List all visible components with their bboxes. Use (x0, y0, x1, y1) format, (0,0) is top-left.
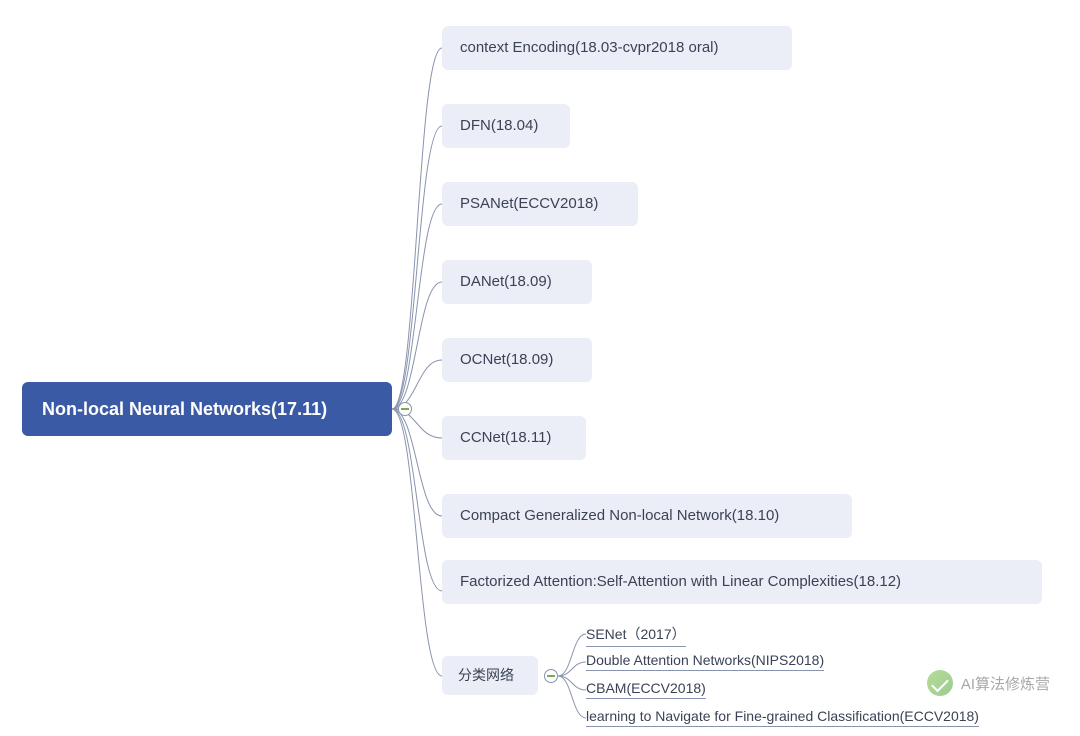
child-node[interactable]: OCNet(18.09) (442, 338, 592, 382)
collapse-toggle-icon[interactable] (398, 402, 412, 416)
leaf-node[interactable]: learning to Navigate for Fine-grained Cl… (586, 708, 979, 727)
collapse-toggle-icon[interactable] (544, 669, 558, 683)
child-label: OCNet(18.09) (460, 351, 553, 368)
root-node[interactable]: Non-local Neural Networks(17.11) (22, 382, 392, 436)
root-label: Non-local Neural Networks(17.11) (42, 399, 327, 420)
child-label: Factorized Attention:Self-Attention with… (460, 573, 901, 590)
child-node[interactable]: Factorized Attention:Self-Attention with… (442, 560, 1042, 604)
child-label: Compact Generalized Non-local Network(18… (460, 507, 779, 524)
leaf-node[interactable]: CBAM(ECCV2018) (586, 680, 706, 699)
child-node[interactable]: Compact Generalized Non-local Network(18… (442, 494, 852, 538)
watermark-text: AI算法修炼营 (961, 673, 1050, 694)
child-node[interactable]: CCNet(18.11) (442, 416, 586, 460)
watermark: AI算法修炼营 (927, 670, 1050, 696)
child-label: context Encoding(18.03-cvpr2018 oral) (460, 39, 719, 56)
child-node[interactable]: DANet(18.09) (442, 260, 592, 304)
child-node[interactable]: 分类网络 (442, 656, 538, 695)
leaf-node[interactable]: SENet（2017） (586, 624, 686, 647)
child-node[interactable]: context Encoding(18.03-cvpr2018 oral) (442, 26, 792, 70)
child-label: PSANet(ECCV2018) (460, 195, 598, 212)
child-node[interactable]: PSANet(ECCV2018) (442, 182, 638, 226)
child-label: DFN(18.04) (460, 117, 538, 134)
wechat-icon (927, 670, 953, 696)
child-node[interactable]: DFN(18.04) (442, 104, 570, 148)
child-label: DANet(18.09) (460, 273, 552, 290)
child-label: CCNet(18.11) (460, 429, 551, 446)
mindmap-canvas: { "type": "mindmap", "background_color":… (0, 0, 1080, 736)
child-label: 分类网络 (458, 667, 514, 683)
leaf-node[interactable]: Double Attention Networks(NIPS2018) (586, 652, 824, 671)
